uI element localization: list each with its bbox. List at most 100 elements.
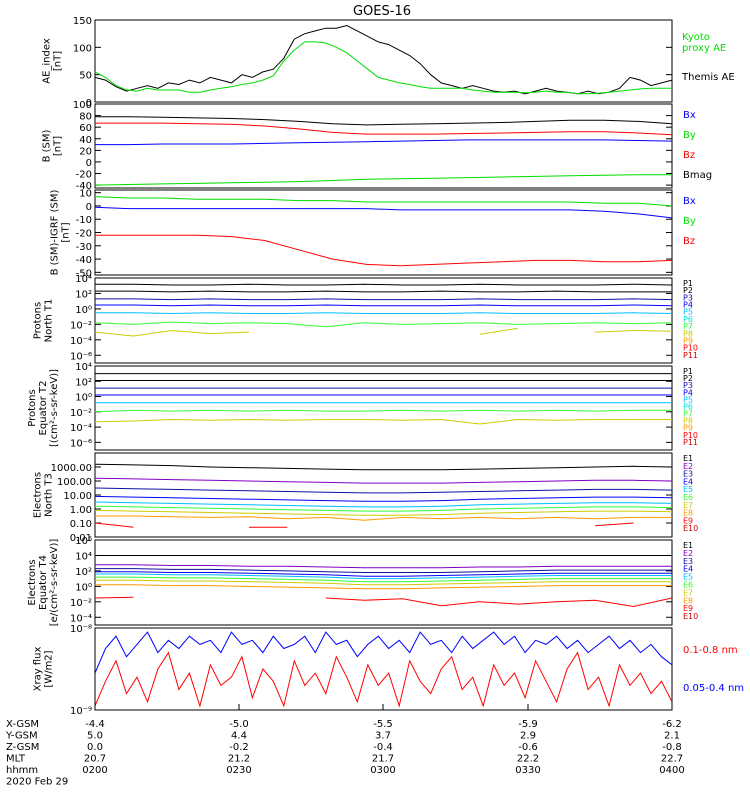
- y-axis-label: Protons: [27, 389, 38, 426]
- legend-entry: E2: [683, 549, 693, 558]
- y-tick-label: 0: [86, 202, 92, 213]
- legend-entry: P8: [683, 417, 693, 426]
- y-axis-label: B (SM): [42, 129, 53, 162]
- panel-5: 10⁻⁶ 10⁻⁴ 10⁻² 10⁰ 10² 10⁴ Protons Equator T2[(…: [27, 362, 698, 451]
- x-row-value: -0.4: [373, 742, 393, 753]
- y-tick-label: 10⁰: [75, 582, 92, 593]
- series-line-1: [95, 283, 673, 286]
- y-axis-label: North T1: [44, 299, 55, 343]
- y-tick-label: 10: [79, 189, 92, 200]
- y-axis-label: Electrons: [27, 559, 38, 605]
- y-axis-label: Equator T2: [38, 381, 49, 436]
- legend-entry: By: [683, 130, 696, 141]
- y-axis-label: B (SM)-IGRF (SM): [50, 190, 61, 276]
- panel-frame: [94, 103, 673, 189]
- x-row-value: 21.7: [372, 754, 394, 765]
- y-tick-label: -20: [76, 170, 92, 181]
- y-tick-label: 10⁻²: [70, 408, 92, 419]
- y-axis-label: [(cm²-s-sr-keV)]: [49, 369, 60, 447]
- y-axis-label: [nT]: [61, 222, 72, 242]
- series-line-3: [95, 568, 672, 573]
- legend-entry: P10: [683, 344, 698, 353]
- legend-entry: Kyoto: [682, 32, 710, 43]
- series-line-6: [94, 321, 673, 328]
- x-row-value: 20.7: [84, 754, 106, 765]
- legend-entry: P11: [683, 438, 698, 447]
- legend-entry: E3: [683, 557, 693, 566]
- series-line-6: [94, 409, 672, 413]
- legend-entry: P3: [683, 381, 693, 390]
- y-tick-label: 10⁻⁶: [70, 351, 92, 362]
- x-row-value: 22.7: [661, 754, 683, 765]
- series-line-6: [95, 576, 672, 583]
- x-row-label: hhmm: [6, 765, 38, 776]
- panel-8: 10⁻⁹ 10⁻⁸ Xray flux [W/m2] 0.1-0.8 nm 0.05-0.…: [33, 624, 745, 717]
- panel-frame: [94, 19, 673, 103]
- y-tick-label: 100.00: [57, 477, 92, 488]
- y-axis-label: AE_index: [42, 38, 53, 84]
- series-line-9: [94, 522, 634, 528]
- legend-entry: P6: [683, 315, 693, 324]
- y-tick-label: 0: [86, 158, 92, 169]
- legend-entry: P6: [683, 402, 693, 411]
- legend-entry: E1: [683, 454, 693, 463]
- panel-4: 10⁻⁶ 10⁻⁴ 10⁻² 10⁰ 10² 10⁴ Protons North T1 P1P2…: [33, 274, 698, 364]
- y-tick-label: 10²: [75, 567, 92, 578]
- legend-entry: Themis AE: [681, 72, 735, 83]
- legend-entry: E7: [683, 501, 693, 510]
- legend-entry: E5: [683, 573, 693, 582]
- y-axis-label: Equator T4: [38, 555, 49, 610]
- series-line-3: [95, 234, 673, 267]
- x-row-value: 0.0: [87, 742, 103, 753]
- y-tick-label: 10⁻⁴: [70, 423, 92, 434]
- legend-entry: By: [683, 216, 696, 227]
- legend-entry: E8: [683, 596, 693, 605]
- y-tick-label: -40: [76, 181, 92, 192]
- panel-frame: [94, 627, 673, 711]
- y-tick-label: 10⁻²: [70, 598, 92, 609]
- y-tick-label: 1.00: [70, 505, 92, 516]
- y-tick-label: -20: [76, 229, 92, 240]
- x-row-value: 2.9: [520, 731, 536, 742]
- series-line-7: [94, 418, 672, 425]
- series-line-3: [94, 487, 673, 494]
- x-row-value: 5.0: [87, 731, 103, 742]
- y-tick-label: 10⁻⁸: [70, 624, 92, 635]
- legend-entry: E6: [683, 581, 693, 590]
- y-tick-label: -50: [76, 268, 92, 279]
- series-line-2: [94, 477, 673, 484]
- legend-entry: P2: [683, 286, 693, 295]
- legend-entry: proxy AE: [682, 43, 726, 54]
- x-row-value: -0.8: [662, 742, 682, 753]
- y-tick-label: 10²: [75, 289, 92, 300]
- x-row-value: -0.6: [518, 742, 538, 753]
- series-line-2: [95, 290, 672, 293]
- y-axis-label: Xray flux: [33, 647, 44, 692]
- y-tick-label: 20: [79, 146, 92, 157]
- legend-entry: P11: [683, 351, 698, 360]
- y-tick-label: -40: [76, 255, 92, 266]
- y-tick-label: 10⁻²: [70, 320, 92, 331]
- y-axis-label: [e/(cm²-s-sr-keV)]: [49, 539, 60, 627]
- legend-entry: E10: [683, 524, 698, 533]
- chart-title: GOES-16: [353, 4, 411, 19]
- series-line-2: [95, 122, 673, 136]
- series-line-1: [95, 116, 673, 126]
- legend-entry: P8: [683, 329, 693, 338]
- x-row-value: 3.7: [375, 731, 391, 742]
- legend-entry: 0.05-0.4 nm: [683, 683, 744, 694]
- panel-frame: [94, 365, 673, 451]
- y-axis-label: [nT]: [53, 136, 64, 156]
- y-tick-label: 100: [73, 43, 92, 54]
- legend-entry: E8: [683, 509, 693, 518]
- series-line-1: [94, 196, 673, 207]
- x-row-value: -5.5: [373, 719, 393, 730]
- panel-7: 10⁻⁴ 10⁻² 10⁰ 10² 10⁴ 10⁶ Electrons Equator T4[…: [27, 536, 698, 626]
- y-tick-label: 10⁻⁴: [70, 336, 92, 347]
- legend-entry: P5: [683, 395, 693, 404]
- x-row-value: 4.4: [231, 731, 247, 742]
- series-line-1: [94, 631, 673, 674]
